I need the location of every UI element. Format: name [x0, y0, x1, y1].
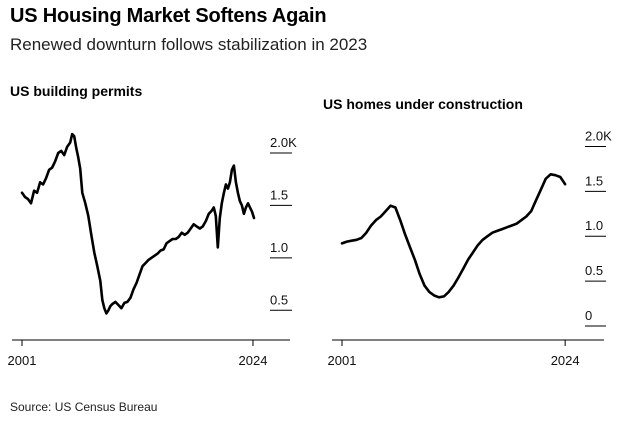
series-line-permits — [20, 132, 256, 315]
source-note: Source: US Census Bureau — [10, 400, 158, 414]
y-tick-label-construction: 1.5 — [585, 173, 603, 188]
y-tick-label-construction: 0.5 — [585, 263, 603, 278]
y-tick-label-construction: 2.0K — [585, 128, 612, 143]
page-title: US Housing Market Softens Again — [10, 5, 327, 27]
series-line-construction — [340, 173, 567, 299]
x-tick-label-construction: 2024 — [551, 353, 580, 368]
y-tick-label-construction: 1.0 — [585, 218, 603, 233]
y-tick-label-permits: 0.5 — [270, 292, 288, 307]
chart-title-homes-under-construction: US homes under construction — [323, 96, 523, 112]
building-permits-chart: 2.0K 1.5 1.0 0.5 2001 2024 — [8, 132, 297, 368]
page-subtitle: Renewed downturn follows stabilization i… — [10, 35, 368, 54]
x-tick-label-construction: 2001 — [328, 353, 357, 368]
y-tick-label-permits: 1.0 — [270, 240, 288, 255]
y-tick-label-permits: 1.5 — [270, 187, 288, 202]
y-tick-label-permits: 2.0K — [270, 135, 297, 150]
x-tick-label-permits: 2001 — [8, 353, 37, 368]
chart-title-building-permits: US building permits — [10, 83, 143, 99]
x-tick-label-permits: 2024 — [239, 353, 268, 368]
y-tick-label-construction: 0 — [585, 308, 592, 323]
